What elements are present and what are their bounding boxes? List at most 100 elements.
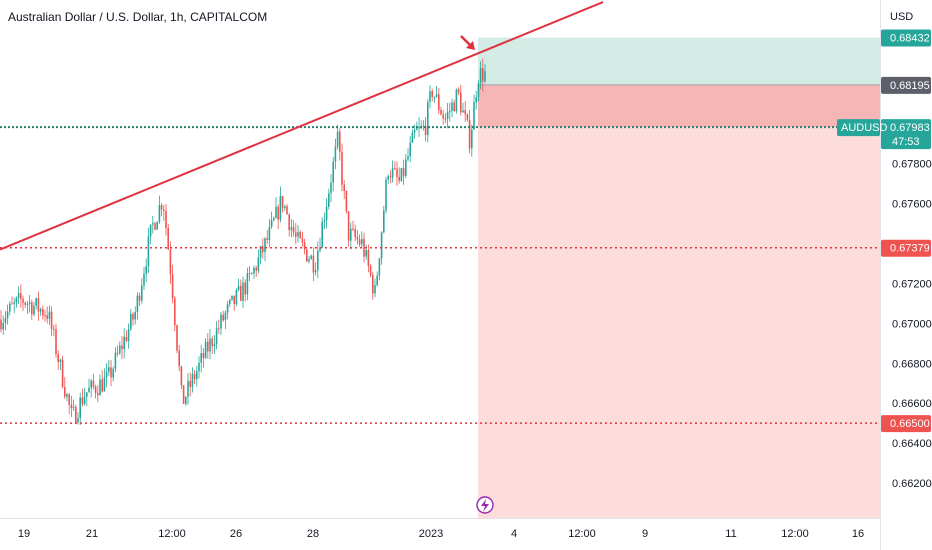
candle-body xyxy=(394,168,396,170)
candle-body xyxy=(268,226,271,240)
candle-body xyxy=(61,359,64,388)
candle-body xyxy=(292,227,295,233)
candle-body xyxy=(127,329,130,341)
candle-body xyxy=(92,380,95,387)
x-tick-label: 21 xyxy=(86,528,98,540)
price-tag-entry xyxy=(881,76,931,94)
x-tick-label: 12:00 xyxy=(158,528,186,540)
candle-body xyxy=(81,397,84,405)
candle-body xyxy=(141,285,143,301)
candle-body xyxy=(407,156,409,160)
candle-body xyxy=(114,352,117,369)
candle-body xyxy=(88,387,90,393)
candle-body xyxy=(449,111,451,113)
candle-body xyxy=(176,325,178,351)
candle-body xyxy=(451,102,453,112)
candle-body xyxy=(429,91,431,103)
candle-body xyxy=(4,318,7,323)
candle-body xyxy=(264,238,266,253)
candle-body xyxy=(101,379,103,392)
candle-body xyxy=(295,232,297,237)
candle-body xyxy=(317,250,319,271)
candle-body xyxy=(105,371,108,378)
candle-body xyxy=(154,223,156,230)
candle-body xyxy=(233,295,235,305)
candle-body xyxy=(160,205,163,210)
candle-body xyxy=(57,354,59,363)
candle-body xyxy=(482,67,484,82)
candle-body xyxy=(262,246,264,253)
candle-body xyxy=(477,82,480,98)
chart-title: Australian Dollar / U.S. Dollar, 1h, CAP… xyxy=(8,10,268,24)
candle-body xyxy=(220,314,222,329)
candle-body xyxy=(163,209,165,211)
candle-body xyxy=(138,295,141,301)
candle-body xyxy=(167,227,169,250)
candle-body xyxy=(387,176,389,180)
candle-body xyxy=(369,265,372,275)
y-tick-label: 0.66400 xyxy=(892,438,932,450)
candle-body xyxy=(279,196,282,220)
candle-body xyxy=(37,298,40,312)
symbol-tag xyxy=(837,119,880,137)
candle-body xyxy=(424,125,427,136)
candle-body xyxy=(86,392,88,397)
candle-body xyxy=(413,129,416,133)
candle-body xyxy=(479,67,482,83)
candle-body xyxy=(235,289,238,305)
candle-body xyxy=(9,303,11,312)
candle-body xyxy=(255,267,257,271)
candle-body xyxy=(347,211,350,241)
candle-body xyxy=(224,312,227,321)
candle-body xyxy=(231,295,233,300)
candle-body xyxy=(191,374,194,387)
candle-body xyxy=(211,338,213,347)
candle-body xyxy=(15,297,18,303)
candle-body xyxy=(24,302,26,305)
arrow-shaft xyxy=(460,35,472,47)
y-tick-label: 0.66800 xyxy=(892,358,932,370)
candle-body xyxy=(466,114,469,120)
candle-body xyxy=(44,315,46,317)
loss-zone xyxy=(478,127,880,519)
candle-body xyxy=(48,311,51,319)
candle-body xyxy=(237,285,240,290)
candle-body xyxy=(6,311,9,319)
price-tag-current-label: 0.67983 xyxy=(890,122,930,134)
candle-body xyxy=(266,238,268,240)
candle-body xyxy=(46,315,48,319)
candle-body xyxy=(380,232,383,259)
x-tick-label: 28 xyxy=(307,528,319,540)
candle-body xyxy=(312,255,315,273)
candle-body xyxy=(398,176,400,181)
candle-body xyxy=(116,352,119,354)
candle-body xyxy=(345,190,348,212)
y-tick-label: 0.67000 xyxy=(892,318,932,330)
candle-body xyxy=(193,374,196,380)
candle-body xyxy=(187,380,189,397)
candle-body xyxy=(352,228,354,230)
arrow-icon xyxy=(466,41,475,50)
candle-body xyxy=(277,206,279,220)
candle-body xyxy=(42,309,44,316)
candle-body xyxy=(182,385,185,404)
x-tick-label: 12:00 xyxy=(568,528,596,540)
candle-body xyxy=(396,168,398,177)
candle-body xyxy=(273,217,275,221)
candle-body xyxy=(119,345,121,354)
candle-body xyxy=(325,206,328,221)
candle-body xyxy=(152,223,154,225)
x-tick-label: 12:00 xyxy=(781,528,809,540)
candle-body xyxy=(198,362,200,372)
stop-zone xyxy=(478,84,880,128)
candle-body xyxy=(66,394,68,397)
candle-body xyxy=(468,119,471,149)
candle-body xyxy=(112,368,114,378)
candle-body xyxy=(248,273,251,275)
candle-body xyxy=(77,418,79,423)
candle-body xyxy=(125,336,128,341)
x-tick-label: 16 xyxy=(852,528,864,540)
candle-body xyxy=(330,182,332,194)
candle-body xyxy=(471,129,473,149)
